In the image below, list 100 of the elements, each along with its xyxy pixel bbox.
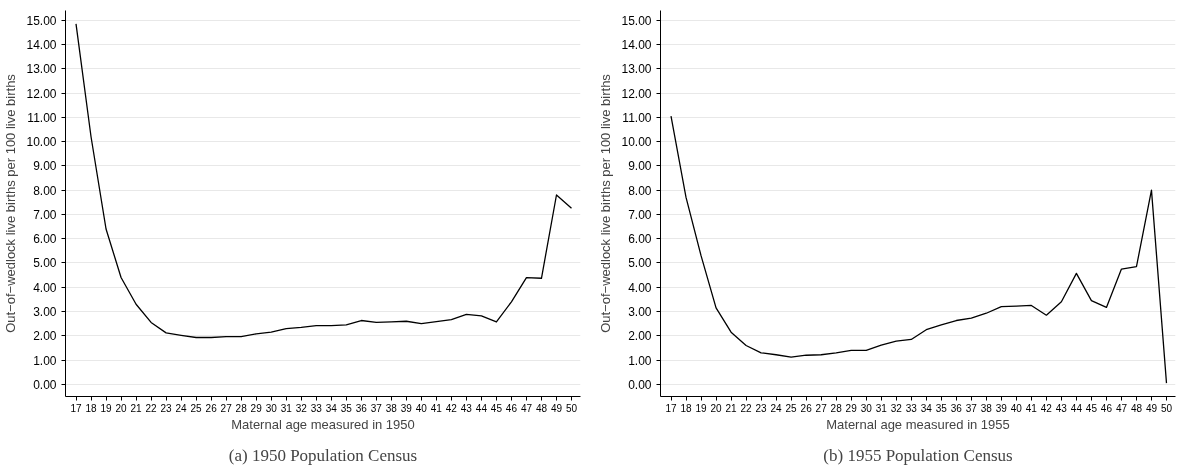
x-tick-label: 44 [475, 402, 488, 414]
x-tick-label: 37 [965, 402, 978, 414]
x-tick-label: 37 [370, 402, 383, 414]
x-tick-label: 44 [1070, 402, 1083, 414]
y-tick-label: 4.00 [628, 280, 652, 295]
x-tick-label: 40 [1010, 402, 1023, 414]
x-tick-label: 23 [755, 402, 768, 414]
x-tick-label: 17 [665, 402, 678, 414]
y-tick-label: 9.00 [33, 159, 57, 174]
y-tick-label: 0.00 [33, 377, 57, 392]
x-tick-label: 22 [740, 402, 753, 414]
text: (a) 1950 Population Census [228, 445, 418, 465]
y-tick-label: 4.00 [33, 280, 57, 295]
x-tick-label: 24 [175, 402, 188, 414]
y-tick-label: 3.00 [33, 305, 57, 320]
x-tick-label: 28 [830, 402, 843, 414]
x-tick-label: 38 [385, 402, 398, 414]
line-series [670, 115, 1168, 384]
x-tick-label: 29 [845, 402, 858, 414]
x-tick-label: 18 [680, 402, 693, 414]
x-tick-label: 17 [70, 402, 83, 414]
y-tick-label: 6.00 [628, 232, 652, 247]
y-tick-label: 2.00 [628, 329, 652, 344]
y-tick-label: 12.00 [26, 86, 57, 101]
y-axis-title: Out−of−wedlock live births per 100 live births [598, 73, 614, 333]
y-tick-label: 8.00 [628, 183, 652, 198]
x-tick-label: 31 [280, 402, 293, 414]
y-tick-label: 1.00 [33, 353, 57, 368]
x-tick-label: 27 [815, 402, 828, 414]
x-tick-label: 34 [920, 402, 933, 414]
y-tick-label: 14.00 [621, 37, 652, 52]
y-tick-label: 5.00 [33, 256, 57, 271]
x-tick-label: 31 [875, 402, 888, 414]
y-tick-label: 6.00 [33, 232, 57, 247]
x-tick-label: 18 [85, 402, 98, 414]
x-tick-label: 35 [935, 402, 948, 414]
x-axis-title: Maternal age measured in 1950 [231, 416, 415, 432]
y-tick-label: 9.00 [628, 159, 652, 174]
x-tick-label: 19 [100, 402, 113, 414]
y-tick-label: 14.00 [26, 37, 57, 52]
x-tick-label: 43 [460, 402, 473, 414]
x-tick-label: 20 [115, 402, 128, 414]
x-tick-label: 29 [250, 402, 263, 414]
x-tick-label: 39 [995, 402, 1008, 414]
x-tick-label: 36 [950, 402, 963, 414]
x-tick-label: 19 [695, 402, 708, 414]
x-tick-label: 46 [1100, 402, 1113, 414]
x-tick-label: 23 [160, 402, 173, 414]
y-tick-label: 8.00 [33, 183, 57, 198]
x-tick-label: 48 [535, 402, 548, 414]
line-series [75, 23, 573, 339]
y-tick-label: 10.00 [621, 135, 652, 150]
x-tick-label: 41 [430, 402, 443, 414]
y-tick-label: 13.00 [26, 62, 57, 77]
x-tick-label: 42 [445, 402, 458, 414]
x-tick-label: 45 [490, 402, 503, 414]
y-tick-label: 15.00 [26, 13, 57, 28]
x-tick-label: 33 [905, 402, 918, 414]
x-tick-label: 49 [1145, 402, 1158, 414]
x-tick-label: 33 [310, 402, 323, 414]
x-tick-label: 42 [1040, 402, 1053, 414]
x-tick-label: 30 [860, 402, 873, 414]
x-tick-label: 28 [235, 402, 248, 414]
x-tick-label: 30 [265, 402, 278, 414]
x-tick-label: 36 [355, 402, 368, 414]
x-tick-label: 45 [1085, 402, 1098, 414]
x-tick-label: 34 [325, 402, 338, 414]
x-tick-label: 21 [130, 402, 143, 414]
y-tick-label: 5.00 [628, 256, 652, 271]
x-tick-label: 27 [220, 402, 233, 414]
x-tick-label: 20 [710, 402, 723, 414]
x-tick-label: 39 [400, 402, 413, 414]
x-tick-label: 22 [145, 402, 158, 414]
x-tick-label: 40 [415, 402, 428, 414]
x-tick-label: 46 [505, 402, 518, 414]
x-tick-label: 47 [520, 402, 533, 414]
x-tick-label: 48 [1130, 402, 1143, 414]
x-tick-label: 21 [725, 402, 738, 414]
y-tick-label: 1.00 [628, 353, 652, 368]
x-tick-label: 38 [980, 402, 993, 414]
x-tick-label: 50 [1160, 402, 1173, 414]
y-tick-label: 10.00 [26, 135, 57, 150]
x-tick-label: 35 [340, 402, 353, 414]
x-tick-label: 24 [770, 402, 783, 414]
x-tick-label: 25 [785, 402, 798, 414]
x-tick-label: 32 [890, 402, 903, 414]
y-tick-label: 13.00 [621, 62, 652, 77]
text: (b) 1955 Population Census [823, 445, 1013, 465]
x-tick-label: 32 [295, 402, 308, 414]
y-tick-label: 0.00 [628, 377, 652, 392]
x-tick-label: 49 [550, 402, 563, 414]
y-tick-label: 7.00 [628, 207, 652, 222]
y-tick-label: 12.00 [621, 86, 652, 101]
x-tick-label: 26 [800, 402, 813, 414]
x-axis-title: Maternal age measured in 1955 [826, 416, 1010, 432]
x-tick-label: 26 [205, 402, 218, 414]
x-tick-label: 41 [1025, 402, 1038, 414]
x-tick-label: 43 [1055, 402, 1068, 414]
y-tick-label: 2.00 [33, 329, 57, 344]
x-tick-label: 50 [565, 402, 578, 414]
